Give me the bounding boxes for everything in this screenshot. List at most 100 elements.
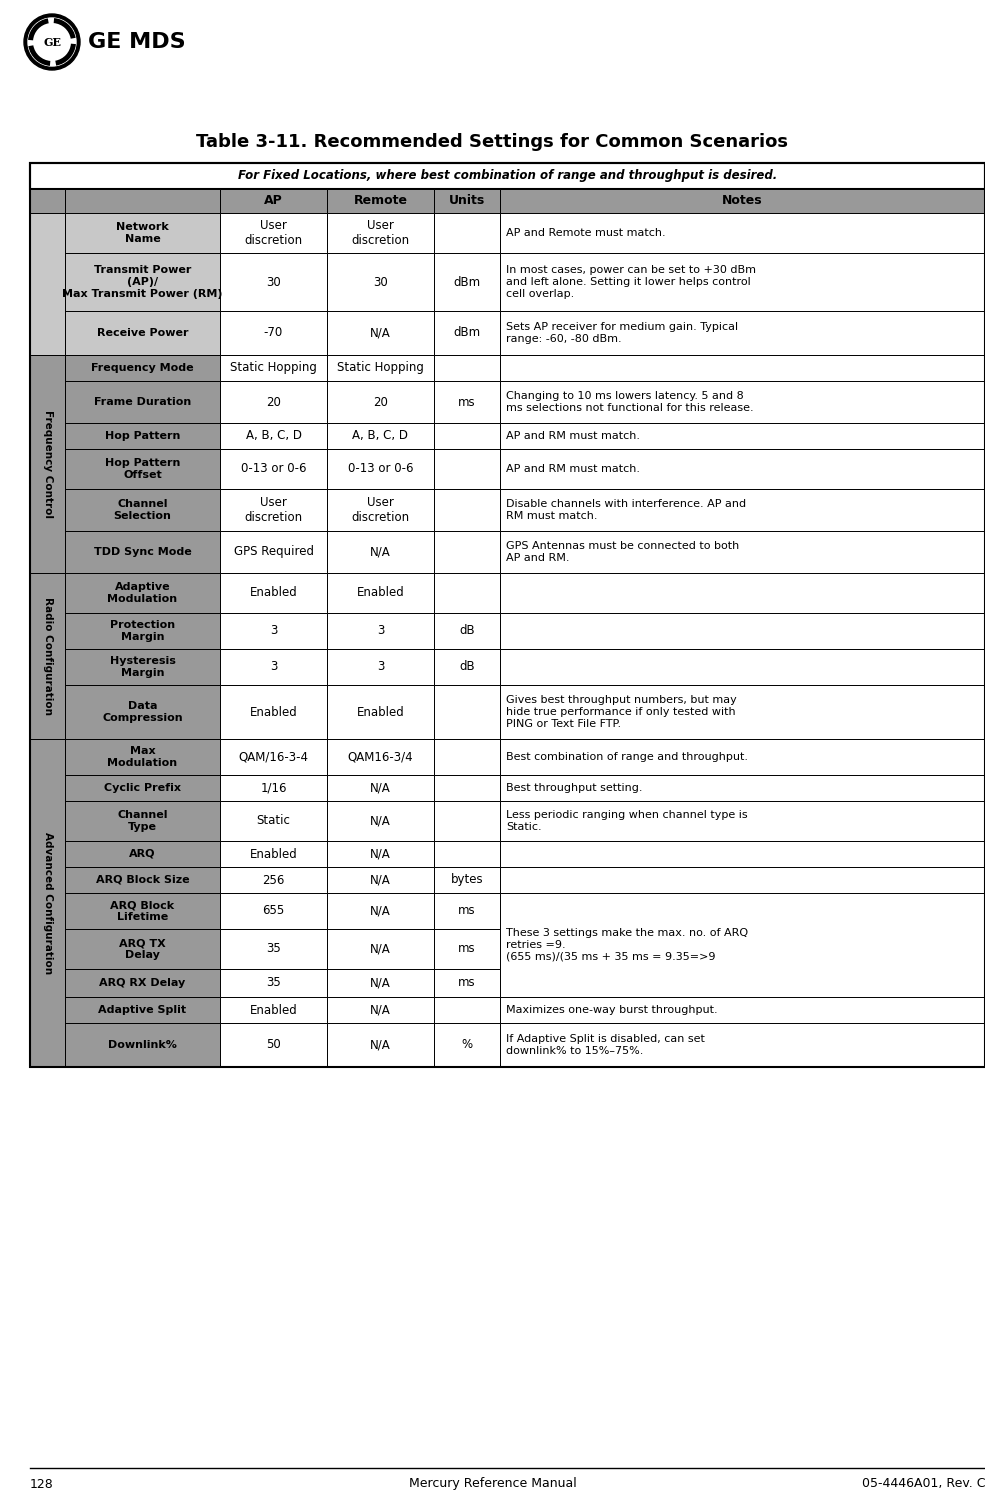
Bar <box>65 868 220 893</box>
Bar <box>220 573 327 612</box>
Text: QAM/16-3-4: QAM/16-3-4 <box>238 750 308 764</box>
Text: Notes: Notes <box>722 195 762 207</box>
Bar <box>220 356 327 381</box>
Bar <box>65 531 220 573</box>
Text: ARQ RX Delay: ARQ RX Delay <box>99 979 185 988</box>
Text: N/A: N/A <box>370 848 391 860</box>
Bar <box>500 868 985 893</box>
Text: Static Hopping: Static Hopping <box>230 362 317 375</box>
Bar <box>500 775 985 802</box>
Text: GPS Antennas must be connected to both
AP and RM.: GPS Antennas must be connected to both A… <box>506 542 740 563</box>
Bar <box>327 423 434 449</box>
Bar <box>434 868 500 893</box>
Text: Enabled: Enabled <box>249 1004 297 1016</box>
Text: N/A: N/A <box>370 1039 391 1052</box>
Bar <box>220 997 327 1024</box>
Bar <box>220 684 327 738</box>
Text: 655: 655 <box>262 905 285 917</box>
Text: AP and Remote must match.: AP and Remote must match. <box>506 228 666 239</box>
Text: Changing to 10 ms lowers latency. 5 and 8
ms selections not functional for this : Changing to 10 ms lowers latency. 5 and … <box>506 392 754 413</box>
Text: User
discretion: User discretion <box>244 495 302 524</box>
Bar <box>434 802 500 841</box>
Text: User
discretion: User discretion <box>352 495 410 524</box>
Text: Static Hopping: Static Hopping <box>337 362 424 375</box>
Bar <box>500 648 985 684</box>
Text: %: % <box>461 1039 473 1052</box>
Bar <box>327 841 434 868</box>
Bar <box>500 381 985 423</box>
Bar <box>500 356 985 381</box>
Text: 20: 20 <box>373 395 388 408</box>
Text: N/A: N/A <box>370 815 391 827</box>
Bar <box>30 213 65 356</box>
Circle shape <box>28 18 76 66</box>
Bar <box>500 841 985 868</box>
Text: Best combination of range and throughput.: Best combination of range and throughput… <box>506 752 748 763</box>
Text: Protection
Margin: Protection Margin <box>110 620 175 642</box>
Text: N/A: N/A <box>370 874 391 887</box>
Bar <box>327 684 434 738</box>
Bar <box>65 489 220 531</box>
Bar <box>220 311 327 356</box>
Bar <box>65 929 220 970</box>
Bar <box>434 929 500 970</box>
Text: N/A: N/A <box>370 782 391 794</box>
Text: N/A: N/A <box>370 545 391 558</box>
Text: 35: 35 <box>266 977 281 989</box>
Wedge shape <box>55 44 76 66</box>
Bar <box>220 189 327 213</box>
Bar <box>500 254 985 311</box>
Text: N/A: N/A <box>370 977 391 989</box>
Bar <box>65 213 220 254</box>
Bar <box>500 531 985 573</box>
Bar <box>327 1024 434 1067</box>
Text: GE: GE <box>43 36 61 48</box>
Text: ms: ms <box>458 395 476 408</box>
Bar <box>220 868 327 893</box>
Text: These 3 settings make the max. no. of ARQ
retries =9.
(655 ms)/(35 ms + 35 ms = : These 3 settings make the max. no. of AR… <box>506 929 749 962</box>
Text: Units: Units <box>449 195 486 207</box>
Bar <box>434 189 500 213</box>
Text: User
discretion: User discretion <box>352 219 410 248</box>
Bar <box>434 684 500 738</box>
Text: Frame Duration: Frame Duration <box>94 396 191 407</box>
Bar <box>327 868 434 893</box>
Bar <box>434 213 500 254</box>
Text: Enabled: Enabled <box>249 848 297 860</box>
Text: Hop Pattern: Hop Pattern <box>104 431 180 441</box>
Text: Sets AP receiver for medium gain. Typical
range: -60, -80 dBm.: Sets AP receiver for medium gain. Typica… <box>506 323 738 344</box>
Bar <box>434 738 500 775</box>
Bar <box>500 489 985 531</box>
Text: Gives best throughput numbers, but may
hide true performance if only tested with: Gives best throughput numbers, but may h… <box>506 695 737 728</box>
Bar <box>434 893 500 929</box>
Text: Network
Name: Network Name <box>116 222 168 243</box>
Bar <box>327 189 434 213</box>
Text: N/A: N/A <box>370 905 391 917</box>
Bar <box>434 449 500 489</box>
Text: N/A: N/A <box>370 327 391 339</box>
Text: Data
Compression: Data Compression <box>102 701 183 723</box>
Text: Enabled: Enabled <box>249 587 297 599</box>
Bar <box>65 449 220 489</box>
Bar <box>30 164 985 1067</box>
Bar <box>65 738 220 775</box>
Bar <box>30 356 65 573</box>
Text: 30: 30 <box>373 276 388 288</box>
Text: ARQ: ARQ <box>129 850 156 859</box>
Text: ARQ TX
Delay: ARQ TX Delay <box>119 938 165 959</box>
Text: Frequency Mode: Frequency Mode <box>92 363 194 374</box>
Bar <box>327 356 434 381</box>
Bar <box>500 738 985 775</box>
Text: dBm: dBm <box>453 327 481 339</box>
Bar <box>30 164 985 189</box>
Text: N/A: N/A <box>370 943 391 956</box>
Bar <box>220 213 327 254</box>
Bar <box>434 612 500 648</box>
Bar <box>65 802 220 841</box>
Text: Hysteresis
Margin: Hysteresis Margin <box>109 656 175 678</box>
Text: bytes: bytes <box>451 874 484 887</box>
Text: ARQ Block
Lifetime: ARQ Block Lifetime <box>110 901 174 922</box>
Bar <box>65 684 220 738</box>
Text: 30: 30 <box>266 276 281 288</box>
Bar <box>434 381 500 423</box>
